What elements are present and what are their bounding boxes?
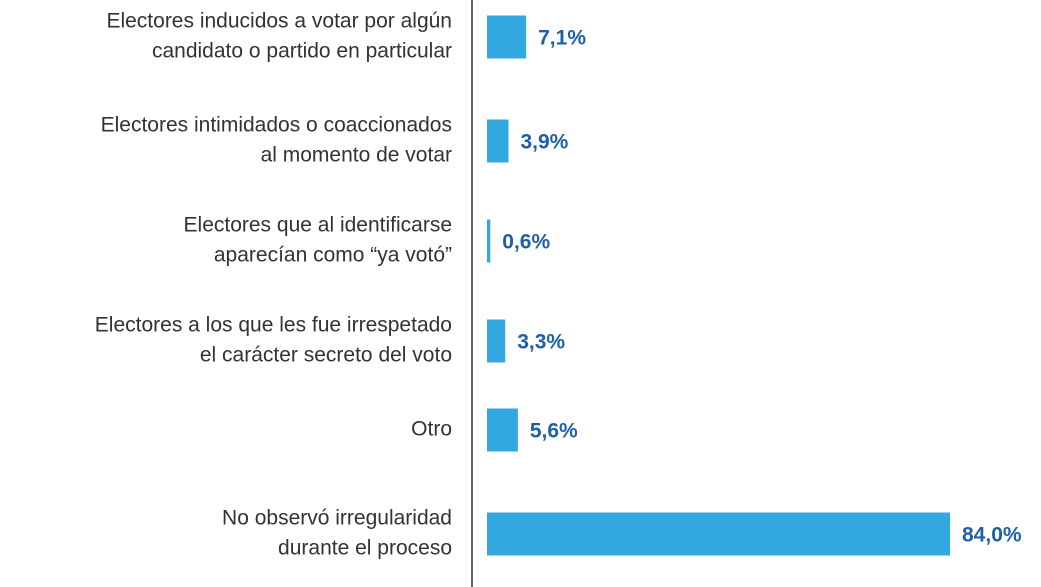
category-label: Electores a los que les fue irrespetado <box>95 314 452 337</box>
value-label: 5,6% <box>530 420 578 443</box>
value-label: 84,0% <box>962 524 1022 547</box>
category-label: aparecían como “ya votó” <box>214 244 452 267</box>
bar <box>487 408 518 452</box>
bar <box>487 119 509 163</box>
bar <box>487 15 527 59</box>
value-label: 0,6% <box>502 231 550 254</box>
value-label: 7,1% <box>538 27 586 50</box>
value-label: 3,3% <box>517 331 565 354</box>
category-label: candidato o partido en particular <box>152 40 452 63</box>
category-label: Otro <box>411 418 452 441</box>
bar <box>487 319 506 363</box>
category-label: al momento de votar <box>261 144 452 167</box>
category-label: Electores intimidados o coaccionados <box>101 114 452 137</box>
bar <box>487 512 950 556</box>
category-label: durante el proceso <box>278 537 452 560</box>
category-label: No observó irregularidad <box>222 507 452 530</box>
value-label: 3,9% <box>520 131 568 154</box>
category-label: Electores inducidos a votar por algún <box>106 10 452 33</box>
category-label: el carácter secreto del voto <box>200 344 452 367</box>
category-label: Electores que al identificarse <box>184 214 452 237</box>
bar <box>487 219 491 263</box>
